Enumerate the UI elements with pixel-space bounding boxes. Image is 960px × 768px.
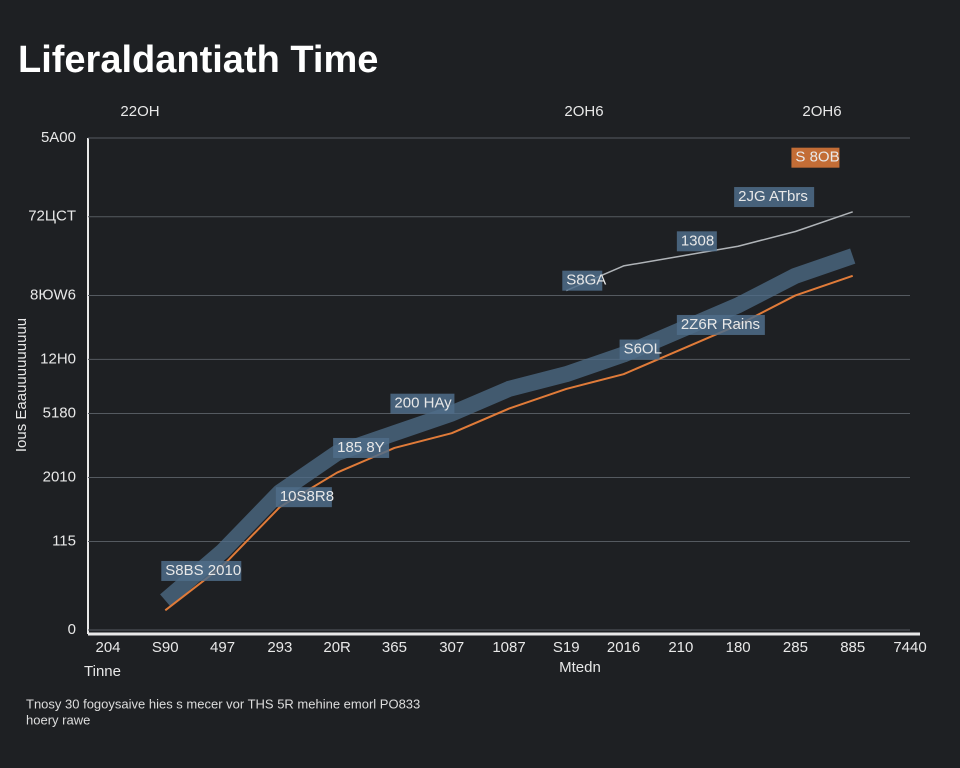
annotation-box	[619, 339, 660, 360]
annotation-box	[676, 231, 717, 252]
annotation-box	[562, 270, 603, 291]
y-tick-label: 12H0	[40, 350, 76, 367]
annotation: 185 8Y	[337, 439, 385, 456]
y-tick-label: 8ЮW6	[30, 286, 76, 303]
x-tick-label: 285	[783, 639, 808, 656]
x-axis-label: Mtedn	[559, 659, 601, 676]
top-label: 2OH6	[564, 103, 603, 120]
x-tick-label: 204	[95, 639, 120, 656]
y-tick-label: 72ЦCT	[28, 208, 76, 225]
annotation-box	[390, 393, 455, 414]
annotation-box	[275, 487, 332, 508]
top-label: 2OH6	[802, 103, 841, 120]
y-tick-label: 0	[68, 621, 76, 638]
y-axis-label: Ious Eaauuuuuuuuu	[13, 318, 30, 452]
x-tick-label: 307	[439, 639, 464, 656]
x-tick-label: 210	[668, 639, 693, 656]
corner-label: Tinne	[84, 663, 121, 680]
x-tick-label: 1087	[492, 639, 525, 656]
annotation-box	[161, 560, 242, 581]
annotation-box	[734, 187, 815, 208]
footnote: hoery rawe	[26, 712, 90, 727]
y-tick-label: 2010	[43, 468, 76, 485]
annotation: S 8OB	[795, 149, 839, 166]
annotation: 1308	[681, 232, 714, 249]
x-tick-label: 293	[267, 639, 292, 656]
y-tick-label: 5A00	[41, 129, 76, 146]
annotation-box	[676, 314, 765, 335]
annotation: S8GA	[566, 272, 606, 289]
annotation: 10S8R8	[280, 488, 334, 505]
annotation-box	[791, 147, 840, 168]
x-tick-label: 20R	[323, 639, 351, 656]
top-label: 22OH	[120, 103, 159, 120]
x-tick-label: 885	[840, 639, 865, 656]
footnote: Tnosy 30 fogoysaive hies s mecer vor THS…	[26, 696, 420, 711]
x-tick-label: 497	[210, 639, 235, 656]
y-tick-label: 5180	[43, 404, 76, 421]
annotation: 2Z6R Rains	[681, 316, 760, 333]
x-tick-label: 7440	[893, 639, 926, 656]
annotation-box	[333, 437, 390, 458]
x-tick-label: S90	[152, 639, 179, 656]
x-tick-label: S19	[553, 639, 580, 656]
x-tick-label: 2016	[607, 639, 640, 656]
chart-title: Liferaldantiath Time	[18, 39, 378, 81]
annotation: S8BS 2010	[165, 562, 241, 579]
x-tick-label: 180	[726, 639, 751, 656]
annotation: 200 HAy	[394, 395, 452, 412]
annotation: S6OL	[624, 341, 662, 358]
annotation: 2JG ATbrs	[738, 188, 808, 205]
y-tick-label: 115	[52, 532, 76, 549]
x-tick-label: 365	[382, 639, 407, 656]
